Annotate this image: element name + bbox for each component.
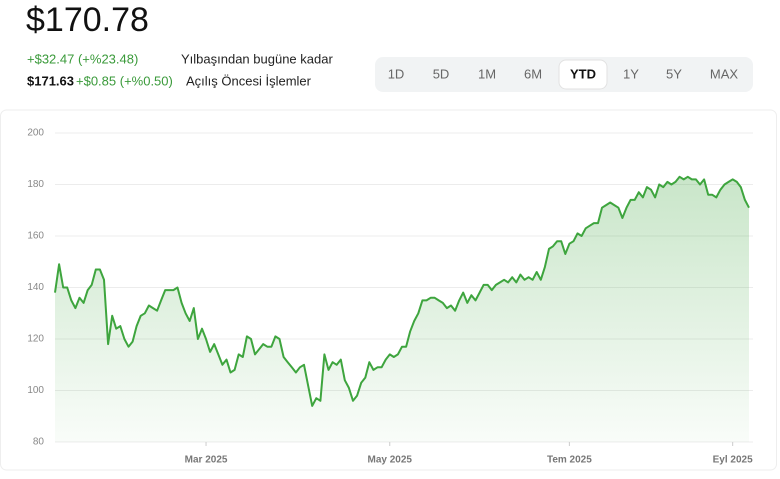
range-button[interactable]: YTD [570,66,596,81]
range-button[interactable]: 1M [478,66,496,81]
range-button[interactable]: MAX [710,66,739,81]
range-button[interactable]: 5Y [666,66,682,81]
range-button-selected[interactable] [558,59,608,90]
range-button[interactable]: 1D [388,66,405,81]
plot: 80 100 120 140 160 180 200 Mar 2025 May 2025 Tem … [27,128,753,466]
y-tick-label: 100 [27,385,44,396]
premarket-label: Açılış Öncesi İşlemler [186,73,312,88]
x-tick-label: Mar 2025 [185,455,228,466]
y-tick-label: 80 [33,437,45,448]
change: +$32.47 (+%23.48) [27,51,138,66]
y-tick-label: 200 [27,128,44,139]
range-button[interactable]: 1Y [623,66,639,81]
x-tick-label: Eyl 2025 [713,455,753,466]
y-tick-label: 160 [27,231,44,242]
price: $170.78 [26,1,149,39]
range-button[interactable]: 6M [524,66,542,81]
premarket-change: +$0.85 (+%0.50) [76,73,173,88]
area [55,176,749,443]
y-tick-label: 140 [27,282,44,293]
range-buttons: 1D 5D 1M 6M YTD 1Y 5Y MAX [388,59,739,90]
y-tick-label: 120 [27,334,44,345]
premarket-price: $171.63 [27,73,74,88]
x-tick-label: Tem 2025 [547,455,592,466]
range-button[interactable]: 5D [433,66,450,81]
x-tick-label: May 2025 [368,455,413,466]
change-label: Yılbaşından bugüne kadar [181,51,333,66]
price-line [54,175,750,407]
y-tick-label: 180 [27,179,44,190]
